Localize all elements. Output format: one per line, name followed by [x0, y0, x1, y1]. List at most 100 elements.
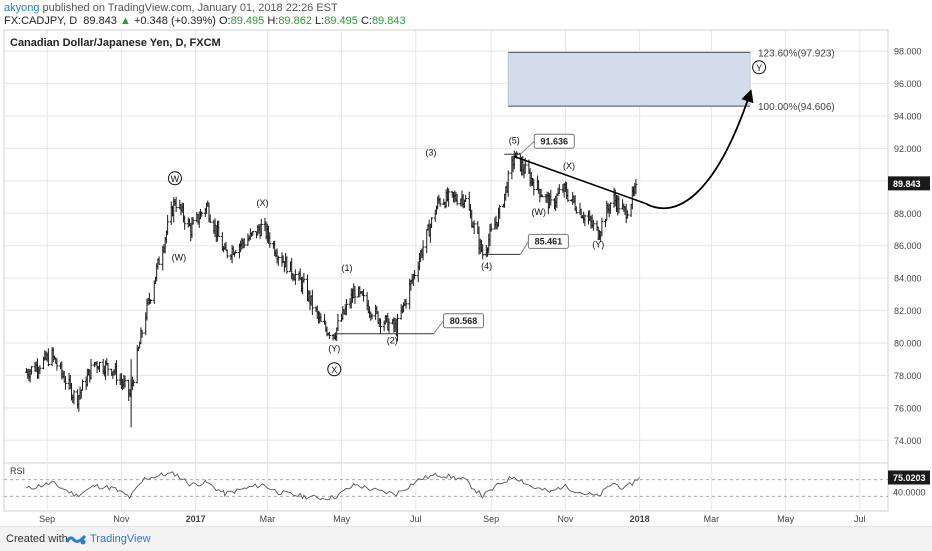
y-tick-label: 96.000: [894, 79, 922, 89]
ohlc-bar: [208, 214, 212, 223]
price-callout: 85.461: [482, 233, 569, 255]
svg-text:80.568: 80.568: [450, 316, 478, 326]
rsi-pane[interactable]: [3, 462, 889, 512]
wave-label: (1): [341, 263, 352, 273]
svg-text:85.461: 85.461: [535, 236, 563, 246]
ohlc-bar: [532, 178, 536, 196]
h-value: 89.862: [278, 15, 312, 27]
ohlc-bar: [89, 358, 93, 380]
rsi-line: [26, 471, 640, 501]
price-axis[interactable]: 98.00096.00094.00092.00090.00088.00086.0…: [888, 47, 930, 446]
last-price-tag: [888, 176, 930, 191]
y-tick-label: 94.000: [894, 111, 922, 121]
ohlc-bar: [370, 313, 374, 320]
ohlc-bar: [336, 313, 340, 332]
ohlc-bar: [285, 256, 289, 274]
o-value: 89.495: [230, 15, 265, 27]
ohlc-bar: [387, 318, 391, 333]
ohlc-bar: [506, 170, 510, 197]
last-price-label: 89.843: [893, 179, 921, 189]
x-tick-label: Sep: [483, 514, 499, 524]
x-tick-label: Nov: [557, 514, 574, 524]
wave-label: (X): [257, 198, 269, 208]
y-tick-label: 88.000: [894, 209, 922, 219]
y-tick-label: 78.000: [894, 371, 922, 381]
ohlc-bar: [413, 270, 417, 280]
ohlc-bar: [557, 184, 561, 195]
l-value: 89.495: [324, 15, 358, 27]
wave-label: (Y): [592, 240, 604, 250]
ohlc-bar: [574, 206, 578, 214]
wave-label: (W): [532, 207, 547, 217]
x-tick-label: Mar: [704, 514, 720, 524]
projection-top-label: 123.60%(97.923): [758, 48, 835, 59]
ohlc-bar: [72, 389, 76, 405]
projection-arrow: [645, 89, 754, 210]
ohlc-bar: [583, 214, 587, 227]
ohlc-bar: [310, 289, 314, 316]
ohlc-bar: [259, 218, 263, 237]
ohlc-bar: [276, 255, 280, 266]
rsi-value-tag: [888, 470, 930, 485]
wave-label: (X): [563, 161, 575, 171]
y-tick-label: 84.000: [894, 274, 922, 284]
ohlc-bar: [361, 289, 365, 302]
ohlc-bar: [540, 194, 544, 198]
x-tick-label: Mar: [260, 514, 276, 524]
wave-label: (4): [481, 261, 492, 271]
symbol: FX:CADJPY, D: [4, 15, 78, 27]
time-axis[interactable]: Sep Nov 2017 Mar May Jul Sep Nov 2018 Mar May Jul: [39, 514, 865, 524]
ohlc-bar: [157, 256, 161, 265]
ohlc-bar: [447, 188, 451, 207]
ohlc-bar: [498, 204, 502, 219]
ohlc-bar: [217, 220, 221, 238]
ohlc-bar: [464, 194, 468, 203]
ohlc-bar: [421, 240, 425, 261]
tradingview-brand[interactable]: TradingView: [90, 533, 151, 545]
ohlc-bar: [242, 238, 246, 249]
svg-text:Y: Y: [756, 63, 762, 73]
ohlc-bar: [378, 318, 382, 334]
ohlc-bar: [327, 331, 331, 340]
ohlc-bar: [472, 220, 476, 235]
ohlc-bar: [302, 272, 306, 283]
projection-box: [507, 51, 751, 107]
ohlc-bar: [106, 363, 110, 376]
ohlc-bar: [123, 375, 127, 388]
x-tick-label: 2018: [630, 514, 650, 524]
y-tick-label: 74.000: [894, 436, 922, 446]
ohlc-bar: [149, 299, 153, 304]
svg-text:91.636: 91.636: [541, 136, 569, 146]
ohlc-bar: [293, 269, 297, 285]
ohlc-bar: [98, 361, 102, 372]
publish-line: akyong published on TradingView.com, Jan…: [4, 2, 338, 14]
change-value: +0.348 (+0.39%): [133, 15, 216, 27]
ohlc-bar: [174, 196, 178, 213]
annotations: W (W) (X) (Y) X (1) (2) (3) (4) (5) (W) (X) (Y) Y 80.5…: [167, 60, 767, 377]
projection-zone: 123.60%(97.923) 100.00%(94.606): [507, 48, 835, 113]
wave-label: (3): [425, 147, 436, 157]
author-link[interactable]: akyong: [4, 2, 40, 14]
ohlc-bar: [404, 299, 408, 309]
main-pane[interactable]: [3, 29, 889, 464]
ohlc-bar: [625, 210, 629, 219]
ohlc-bar: [566, 188, 570, 203]
y-tick-label: 92.000: [894, 144, 922, 154]
symbol-line: FX:CADJPY, D 89.843 ▲ +0.348 (+0.39%) O:…: [4, 15, 406, 27]
ohlc-bar: [166, 214, 170, 235]
wave-label: (W): [172, 252, 187, 262]
ohlc-bar: [344, 299, 348, 316]
rsi-value-label: 75.0203: [893, 473, 926, 483]
wave-label: (5): [509, 135, 520, 145]
ohlc-bar: [617, 195, 621, 214]
price-chart[interactable]: Canadian Dollar/Japanese Yen, D, FXCM 12…: [0, 0, 932, 526]
trendline: [514, 155, 646, 205]
ohlc-bar: [430, 217, 434, 229]
footer: Created with TradingView: [0, 526, 932, 551]
price-callout: 91.636: [504, 133, 575, 155]
wave-label-circled: W: [167, 171, 182, 186]
last-value: 89.843: [83, 15, 117, 27]
y-tick-label: 86.000: [894, 241, 922, 251]
ohlc-bar: [353, 285, 357, 305]
ohlc-bars: [25, 150, 638, 428]
